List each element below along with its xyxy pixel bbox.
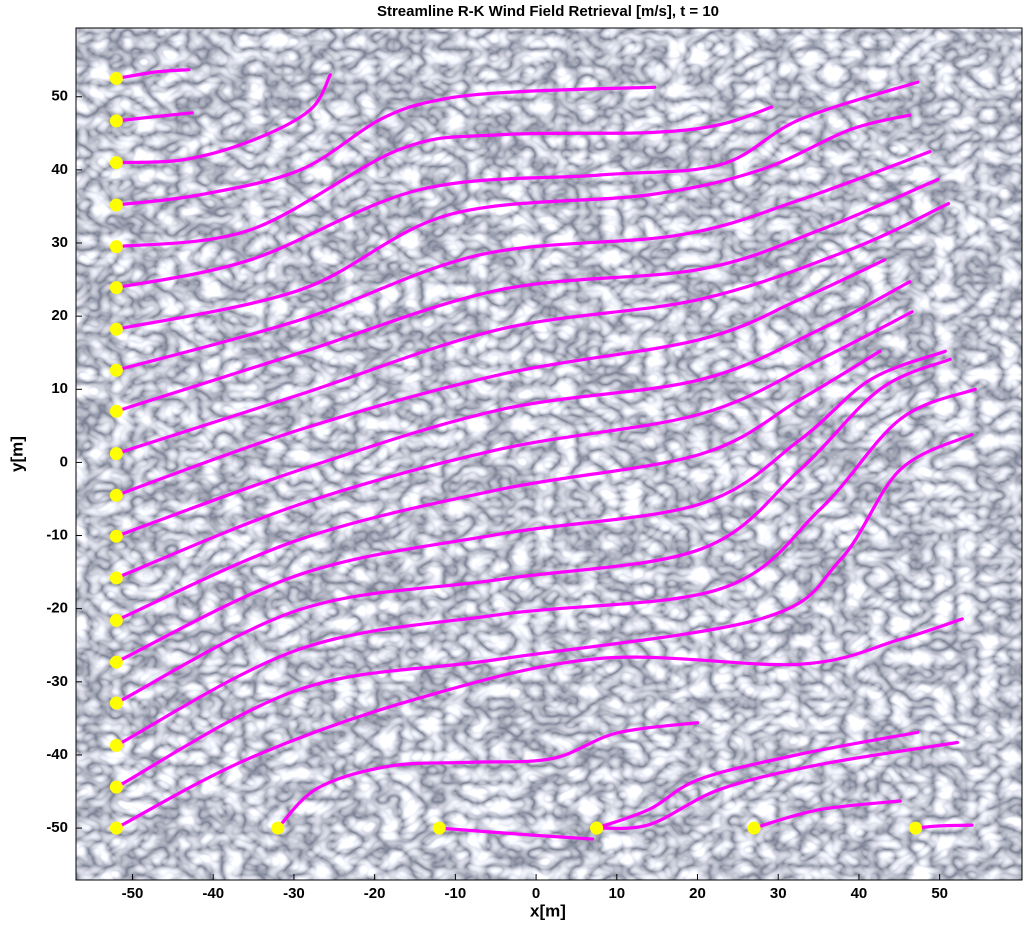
seed-point	[590, 821, 604, 835]
y-tick-label: 0	[60, 453, 68, 470]
seed-point	[109, 696, 123, 710]
seed-point	[109, 322, 123, 336]
seed-point	[109, 363, 123, 377]
seed-point	[109, 404, 123, 418]
y-tick-label: -10	[46, 527, 68, 544]
seed-point	[109, 240, 123, 254]
x-tick-label: -30	[283, 885, 305, 902]
streamline	[114, 357, 952, 705]
streamline	[114, 80, 920, 290]
axes: -50 -40 -30 -20 -10 0 10 20 30 40 50 -50 -40 -30 -20 -1…	[46, 88, 948, 902]
x-tick-label: 40	[851, 885, 868, 902]
x-tick-label: 50	[931, 885, 948, 902]
wind-texture	[76, 28, 1022, 880]
plot-frame	[75, 27, 1023, 881]
streamline	[114, 433, 974, 789]
streamline	[114, 349, 882, 622]
seed-point	[109, 447, 123, 461]
streamline	[114, 68, 191, 81]
seed-point	[109, 156, 123, 170]
streamline	[114, 387, 977, 748]
streamline	[114, 149, 932, 372]
streamline	[437, 826, 595, 841]
seed-point	[109, 114, 123, 128]
y-tick-label: -40	[46, 746, 68, 763]
x-tick-label: 10	[608, 885, 625, 902]
y-tick-label: -50	[46, 819, 68, 836]
y-tick-label: 30	[51, 234, 68, 251]
streamline	[114, 73, 332, 165]
x-tick-label: 30	[770, 885, 787, 902]
seed-point	[109, 281, 123, 295]
seed-point	[109, 198, 123, 212]
y-axis-label: y[m]	[7, 436, 26, 472]
seed-point	[747, 821, 761, 835]
seed-point	[109, 529, 123, 543]
streamline	[114, 105, 774, 249]
streamline	[114, 201, 951, 456]
seed-point	[109, 821, 123, 835]
streamline	[752, 799, 902, 830]
seed-point	[109, 780, 123, 794]
streamline	[114, 349, 947, 664]
streamline	[114, 113, 912, 331]
streamline	[114, 310, 914, 580]
seed-point	[908, 821, 922, 835]
x-tick-label: -20	[364, 885, 386, 902]
y-tick-label: -30	[46, 673, 68, 690]
plot-area	[109, 68, 977, 841]
seed-point	[109, 571, 123, 585]
seed-point	[109, 71, 123, 85]
streamline	[114, 617, 964, 830]
x-tick-label: -50	[122, 885, 144, 902]
x-tick-label: 20	[689, 885, 706, 902]
streamline	[114, 111, 194, 123]
streamline	[114, 85, 657, 207]
seed-point	[109, 488, 123, 502]
streamline	[114, 280, 912, 538]
x-tick-label: -40	[202, 885, 224, 902]
y-tick-label: 50	[51, 88, 68, 105]
chart-title: Streamline R-K Wind Field Retrieval [m/s…	[377, 3, 719, 20]
streamline	[276, 721, 700, 830]
streamline	[114, 258, 887, 497]
y-tick-label: 20	[51, 307, 68, 324]
x-tick-label: 0	[532, 885, 540, 902]
seed-point	[109, 655, 123, 669]
y-tick-label: 10	[51, 380, 68, 397]
seed-point	[109, 738, 123, 752]
x-axis-label: x[m]	[530, 901, 566, 920]
seed-point	[271, 821, 285, 835]
seed-point	[109, 613, 123, 627]
x-tick-label: -10	[445, 885, 467, 902]
streamline	[595, 730, 920, 830]
streamline	[595, 740, 960, 831]
seed-point	[432, 821, 446, 835]
y-tick-label: 40	[51, 161, 68, 178]
streamline	[114, 177, 940, 413]
y-tick-label: -20	[46, 600, 68, 617]
